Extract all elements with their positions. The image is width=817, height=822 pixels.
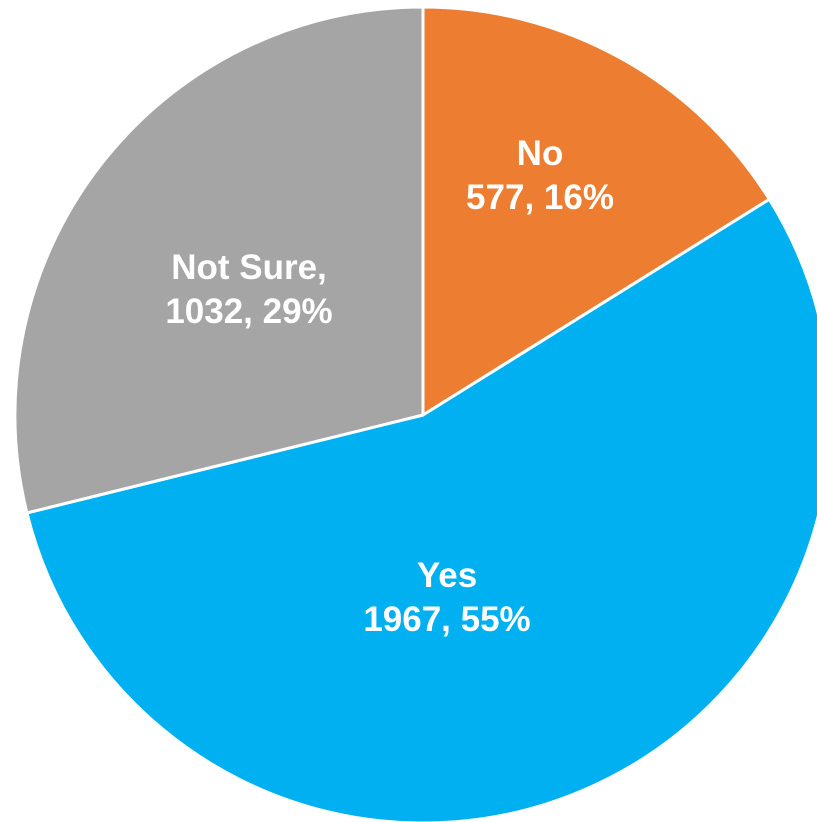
data-label-not-sure: Not Sure, 1032, 29% [165,248,332,331]
pie-slice-no [421,5,771,417]
pie-slices [13,5,817,822]
pie-slice-yes [25,197,817,822]
data-label-yes: Yes 1967, 55% [363,556,530,639]
data-label-category: No [517,134,564,173]
pie-slice-not-sure [13,5,425,515]
pie-data-labels: No 577, 16% Yes 1967, 55% Not Sure, 1032, 29% [165,134,614,639]
data-label-value: 1967, 55% [363,600,530,639]
data-label-category: Yes [417,556,477,595]
data-label-value: 1032, 29% [165,292,332,331]
data-label-no: No 577, 16% [466,134,614,217]
data-label-category: Not Sure, [171,248,327,287]
data-label-value: 577, 16% [466,178,614,217]
